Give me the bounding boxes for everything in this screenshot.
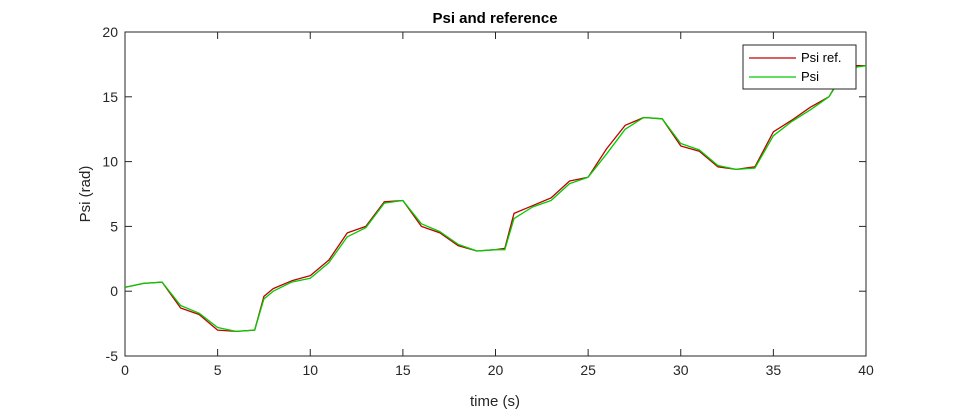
y-tick-label: -5 [106,348,119,364]
series-line-psi [124,65,867,333]
chart-title: Psi and reference [432,10,557,27]
x-tick-label: 10 [302,362,318,378]
x-tick-label: 15 [395,362,411,378]
y-tick-label: 10 [102,154,118,170]
x-tick-label: 30 [673,362,689,378]
x-axis-label: time (s) [470,393,520,410]
x-tick-label: 25 [580,362,596,378]
legend-box [742,44,857,90]
x-tick-label: 20 [488,362,504,378]
y-tick-label: 0 [110,283,118,299]
legend-label-psi: Psi [801,69,819,84]
x-tick-label: 35 [766,362,782,378]
y-axis-label: Psi (rad) [77,166,94,223]
x-tick-label: 0 [121,362,129,378]
x-tick-label: 40 [858,362,874,378]
x-tick-label: 5 [214,362,222,378]
legend: Psi ref. Psi [742,44,857,90]
y-tick-label: 15 [102,89,118,105]
legend-label-psi-ref: Psi ref. [801,50,841,65]
series-layer [124,65,867,333]
y-tick-label: 5 [110,218,118,234]
y-tick-label: 20 [102,24,118,40]
